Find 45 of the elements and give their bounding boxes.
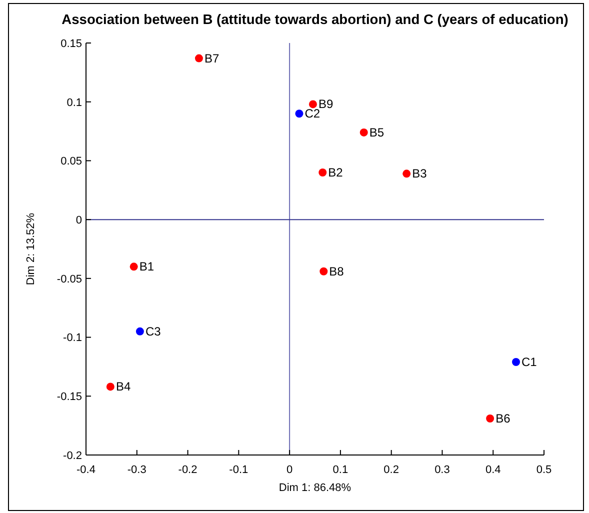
data-label: B8: [329, 264, 344, 278]
point: [130, 262, 138, 271]
y-tick-label: -0.05: [56, 273, 82, 286]
y-tick-label: 0.05: [60, 156, 82, 168]
data-label: B2: [328, 165, 344, 180]
point: [295, 110, 304, 118]
x-tick-label: -0.1: [229, 464, 248, 476]
y-tick-label: -0.1: [63, 332, 82, 344]
point: [486, 414, 494, 423]
data-label: B3: [412, 166, 428, 181]
y-tick-label: 0: [76, 214, 82, 226]
y-axis-title: Dim 2: 13.52%: [25, 212, 37, 286]
data-label: C3: [145, 324, 162, 338]
data-label: B4: [116, 380, 131, 394]
point: [136, 327, 144, 336]
point: [360, 128, 368, 136]
point: [308, 100, 317, 108]
point: [320, 267, 328, 276]
y-tick-label: 0.1: [66, 96, 82, 109]
x-tick-label: 0.3: [434, 464, 450, 476]
data-label: B6: [496, 412, 511, 426]
point: [318, 168, 327, 176]
x-tick-label: 0: [286, 464, 293, 476]
x-tick-label: 0.1: [332, 464, 348, 476]
chart-title: Association between B (attitude towards abortion) and C (years of education): [62, 12, 568, 28]
y-tick-label: -0.2: [63, 450, 82, 462]
point: [194, 54, 203, 62]
data-label: B5: [369, 125, 384, 140]
x-axis-title: Dim 1: 86.48%: [278, 482, 352, 494]
data-label: C1: [522, 355, 538, 370]
point: [106, 382, 114, 391]
x-tick-label: 0.4: [485, 464, 501, 476]
data-label: B1: [139, 260, 154, 274]
data-label: B9: [318, 97, 334, 112]
y-tick-label: -0.15: [56, 391, 82, 404]
point: [402, 170, 411, 178]
x-tick-label: -0.3: [127, 464, 146, 476]
data-label: B7: [204, 51, 220, 66]
y-tick-label: 0.15: [60, 38, 82, 50]
point: [512, 358, 520, 366]
x-tick-label: -0.2: [178, 464, 198, 476]
x-tick-label: 0.2: [384, 464, 399, 476]
x-tick-label: -0.4: [76, 464, 96, 476]
x-tick-label: 0.5: [536, 464, 552, 476]
data-label: C2: [304, 106, 320, 121]
